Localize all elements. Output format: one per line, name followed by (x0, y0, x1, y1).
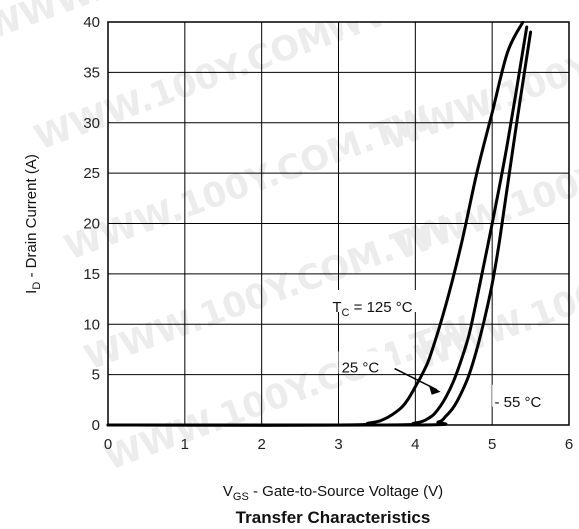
x-tick-label: 5 (488, 436, 496, 453)
annotation-25c-text: 25 °C (342, 360, 380, 377)
x-tick-label: 4 (411, 436, 419, 453)
curve-minus-55c (106, 30, 533, 427)
top-clip (109, 0, 570, 21)
y-tick-label: 25 (83, 165, 100, 182)
annotation-background (329, 289, 436, 312)
y-tick-label: 40 (83, 14, 100, 31)
annotation-25c: 25 °C (338, 351, 441, 395)
annotation-minus-55c: - 55 °C (492, 384, 559, 411)
x-tick-label: 1 (181, 436, 189, 453)
x-tick-label: 2 (257, 436, 265, 453)
annotation-background (338, 351, 393, 374)
annotation-minus-55c-text: - 55 °C (494, 394, 541, 411)
x-tick-label: 3 (334, 436, 342, 453)
y-axis-label: ID - Drain Current (A) (23, 154, 43, 294)
annotations: TC = 125 °C 25 °C - 55 °C (329, 289, 559, 411)
y-tick-label: 10 (83, 316, 100, 333)
tick-labels: 0 1 2 3 4 5 6 0 5 10 15 20 25 30 35 40 (83, 14, 573, 453)
curves (106, 0, 570, 427)
annotation-background (492, 384, 559, 407)
chart-title: Transfer Characteristics (236, 508, 431, 527)
y-tick-label: 30 (83, 115, 100, 132)
x-tick-label: 0 (104, 436, 112, 453)
annotation-arrow-head (428, 384, 441, 395)
y-tick-label: 20 (83, 216, 100, 233)
y-tick-label: 0 (92, 417, 100, 434)
annotation-tc-text: TC = 125 °C (332, 299, 412, 319)
x-axis-label: VGS - Gate-to-Source Voltage (V) (223, 483, 443, 503)
annotation-tc-125c: TC = 125 °C (329, 289, 436, 319)
y-tick-label: 35 (83, 64, 100, 81)
y-tick-label: 5 (92, 367, 100, 384)
x-tick-label: 6 (565, 436, 573, 453)
y-tick-label: 15 (83, 266, 100, 283)
